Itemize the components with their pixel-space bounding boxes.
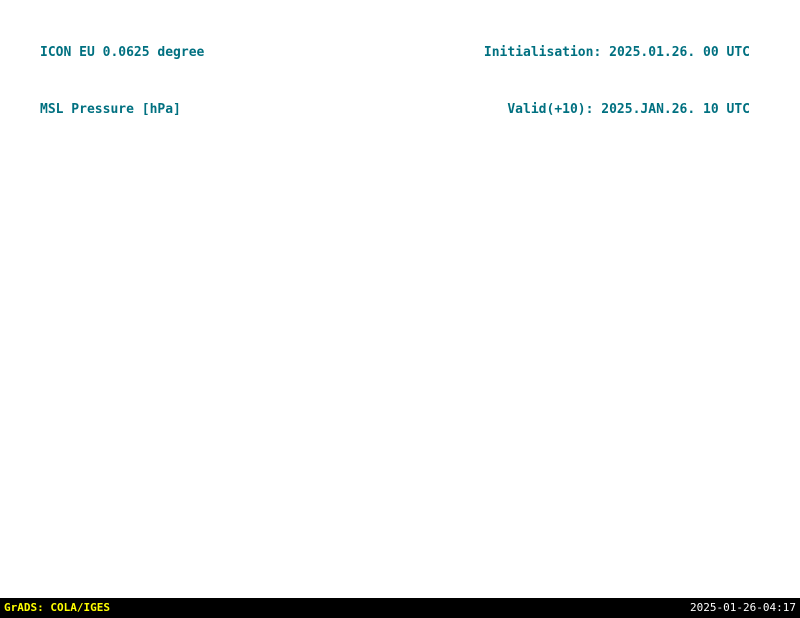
model-title: ICON EU 0.0625 degree	[40, 45, 205, 60]
pressure-map-canvas	[0, 0, 800, 598]
chart-title-block: ICON EU 0.0625 degree MSL Pressure [hPa]	[40, 5, 204, 157]
grads-footer-bar: GrADS: COLA/IGES 2025-01-26-04:17	[0, 598, 800, 618]
grads-credit: GrADS: COLA/IGES	[4, 601, 110, 614]
chart-time-block: Initialisation: 2025.01.26. 00 UTC Valid…	[484, 5, 750, 157]
init-time-label: Initialisation: 2025.01.26. 00 UTC	[483, 45, 750, 60]
creation-timestamp: 2025-01-26-04:17	[690, 601, 796, 614]
field-title: MSL Pressure [hPa]	[40, 102, 181, 117]
valid-time-label: Valid(+10): 2025.JAN.26. 10 UTC	[507, 102, 750, 117]
